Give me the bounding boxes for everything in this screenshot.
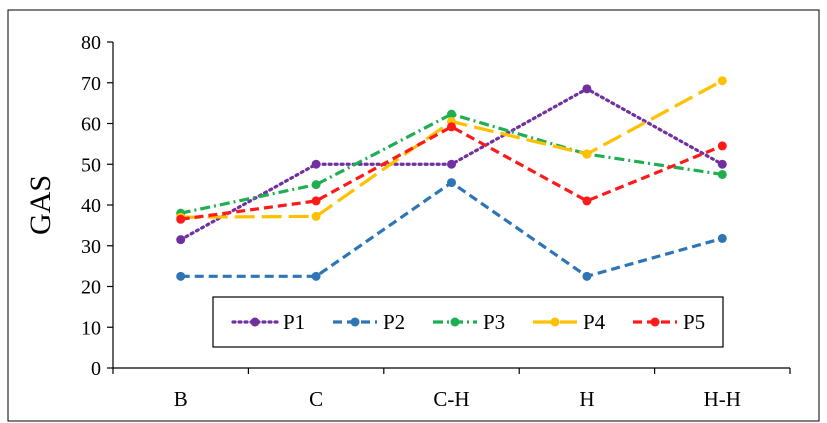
legend-label: P4 (583, 310, 606, 334)
data-point (176, 214, 186, 224)
legend-swatch-marker (650, 317, 660, 327)
series-line (180, 124, 723, 221)
data-point (582, 84, 592, 94)
data-point (717, 159, 727, 169)
legend-label: P3 (483, 310, 505, 334)
y-axis-title: GAS (24, 175, 57, 235)
data-point (717, 233, 727, 243)
data-point (447, 122, 456, 132)
data-point (311, 159, 321, 169)
legend-swatch-marker (350, 317, 360, 327)
data-point (582, 196, 592, 206)
chart-border (7, 9, 820, 422)
legend-item: P4 (533, 310, 606, 334)
data-point (447, 178, 456, 188)
x-tick-label: C-H (433, 387, 469, 411)
series-layer (176, 76, 727, 281)
legend-label: P5 (683, 310, 705, 334)
legend-label: P2 (383, 310, 405, 334)
series-p2 (176, 178, 727, 281)
legend-item: P1 (231, 310, 305, 334)
data-point (311, 180, 321, 190)
series-p5 (176, 122, 727, 224)
x-axis: B C C-H H H-H (112, 367, 791, 411)
legend-swatch-marker (550, 317, 560, 327)
y-tick-label: 60 (81, 114, 101, 136)
y-tick-label: 40 (81, 195, 101, 217)
data-point (176, 271, 186, 281)
x-tick-label: B (174, 387, 188, 411)
legend-item: P3 (433, 310, 505, 334)
y-tick-label: 30 (81, 236, 101, 258)
data-point (717, 169, 727, 179)
y-tick-label: 10 (81, 317, 101, 339)
y-tick-label: 0 (91, 358, 101, 380)
legend-swatch-marker (450, 317, 460, 327)
data-point (717, 141, 727, 151)
y-tick-label: 80 (81, 32, 101, 54)
x-tick-label: H-H (704, 387, 741, 411)
data-point (447, 109, 456, 119)
legend-item: P5 (633, 310, 705, 334)
x-tick-label: H (579, 387, 594, 411)
data-point (582, 149, 592, 159)
data-point (311, 271, 321, 281)
y-tick-label: 70 (81, 73, 101, 95)
y-axis: 0 10 20 30 40 50 60 70 80 (81, 32, 114, 380)
series-p4 (176, 76, 727, 222)
data-point (311, 196, 321, 206)
legend-swatch-marker (250, 317, 260, 327)
legend-item: P2 (333, 310, 405, 334)
data-point (176, 235, 186, 245)
series-p1 (176, 84, 727, 245)
y-tick-label: 20 (81, 277, 101, 299)
data-point (717, 76, 727, 86)
x-tick-label: C (309, 387, 323, 411)
data-point (311, 211, 321, 221)
data-point (582, 271, 592, 281)
legend-label: P1 (283, 310, 305, 334)
data-point (447, 159, 456, 169)
legend: P1 P2 P3 P4 P5 (212, 296, 724, 348)
y-tick-label: 50 (81, 154, 101, 176)
